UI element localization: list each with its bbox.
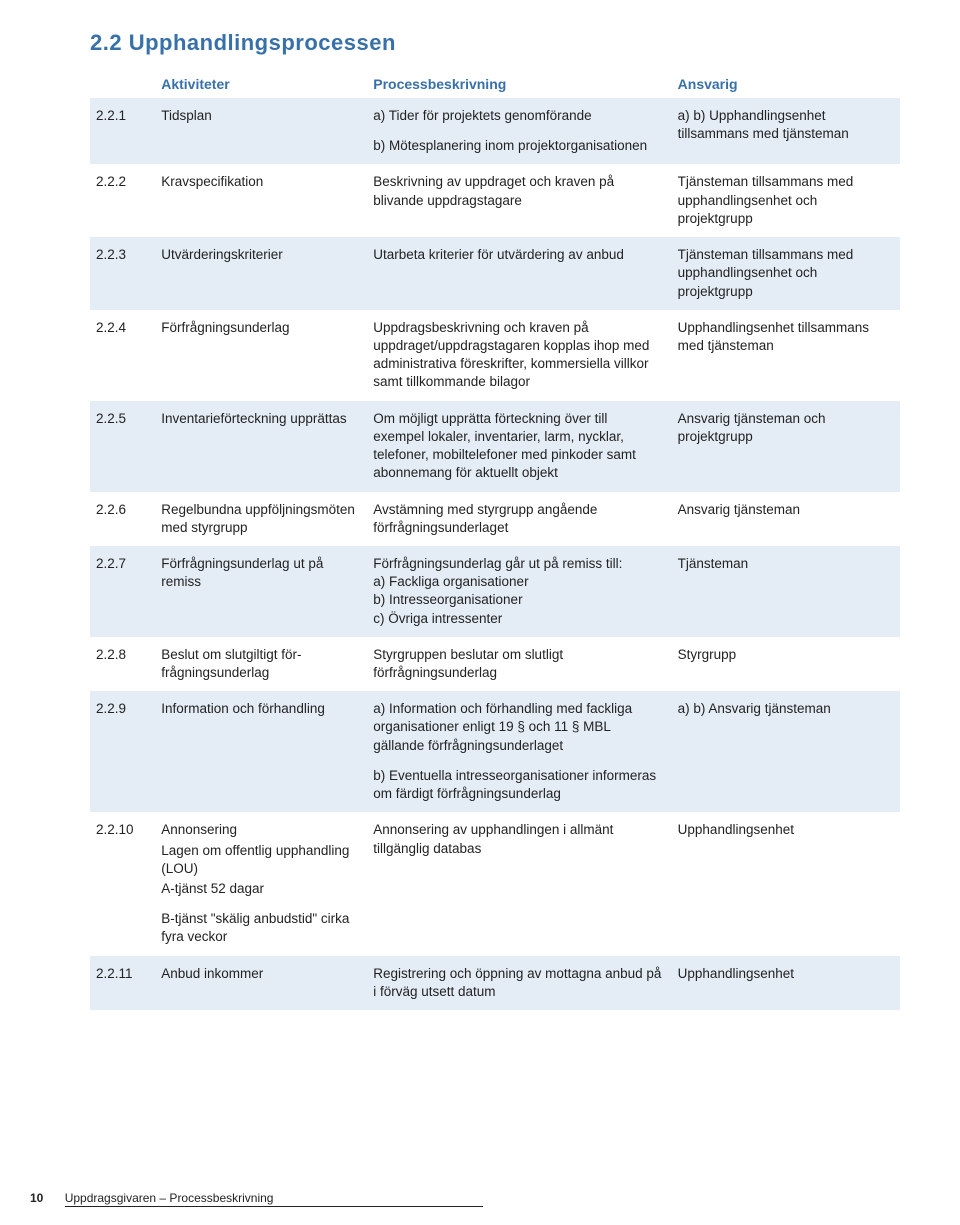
- row-process: a) Information och förhandling med fackl…: [367, 691, 671, 812]
- row-process: Annonsering av upp­handlingen i allmänt …: [367, 812, 671, 955]
- row-process: a) Tider för projektets genomförande b) …: [367, 98, 671, 164]
- row-activity: Kravspecifikation: [155, 164, 367, 237]
- row-process: Avstämning med styrgrupp an­gående förfr…: [367, 492, 671, 546]
- row-num: 2.2.4: [90, 310, 155, 401]
- activity-part-d: B-tjänst "skälig anbudstid" cirka fyra v…: [161, 910, 357, 946]
- process-table: Aktiviteter Processbeskrivning Ansvarig …: [90, 70, 900, 1010]
- row-num: 2.2.6: [90, 492, 155, 546]
- row-activity: Tidsplan: [155, 98, 367, 164]
- row-process: Förfrågningsunderlag går ut på remiss ti…: [367, 546, 671, 637]
- row-activity: Inventarieförteckning upprättas: [155, 401, 367, 492]
- row-num: 2.2.1: [90, 98, 155, 164]
- row-responsible: Upphandlingsenhet tillsammans med tjänst…: [672, 310, 900, 401]
- row-activity: Beslut om slutgiltigt för­frågningsunder…: [155, 637, 367, 691]
- row-responsible: Tjänsteman tillsammans med upphandlingse…: [672, 237, 900, 310]
- table-header-row: Aktiviteter Processbeskrivning Ansvarig: [90, 70, 900, 98]
- row-num: 2.2.7: [90, 546, 155, 637]
- row-responsible: Ansvarig tjänsteman och projektgrupp: [672, 401, 900, 492]
- row-responsible: Ansvarig tjänsteman: [672, 492, 900, 546]
- activity-part-a: Annonsering: [161, 821, 357, 839]
- row-responsible: Upphandlingsenhet: [672, 956, 900, 1010]
- table-row: 2.2.4 Förfrågningsunderlag Uppdragsbeskr…: [90, 310, 900, 401]
- process-part-b: b) Mötesplanering inom projektorganisati…: [373, 137, 661, 155]
- row-activity: Anbud inkommer: [155, 956, 367, 1010]
- table-row: 2.2.5 Inventarieförteckning upprättas Om…: [90, 401, 900, 492]
- page-footer: 10 Uppdragsgivaren – Processbeskrivning: [30, 1191, 483, 1205]
- row-responsible: a) b) Ansvarig tjänsteman: [672, 691, 900, 812]
- section-title: 2.2 Upphandlingsprocessen: [90, 30, 900, 56]
- row-num: 2.2.8: [90, 637, 155, 691]
- row-activity: Annonsering Lagen om offentlig upphandli…: [155, 812, 367, 955]
- row-activity: Förfrågningsunderlag ut på remiss: [155, 546, 367, 637]
- activity-part-c: A-tjänst 52 dagar: [161, 880, 357, 898]
- table-row: 2.2.6 Regelbundna uppföljnings­möten med…: [90, 492, 900, 546]
- col-activities: Aktiviteter: [155, 70, 367, 98]
- row-process: Registrering och öppning av mottagna anb…: [367, 956, 671, 1010]
- process-part-a: a) Tider för projektets genomförande: [373, 107, 661, 125]
- row-num: 2.2.5: [90, 401, 155, 492]
- table-row: 2.2.7 Förfrågningsunderlag ut på remiss …: [90, 546, 900, 637]
- row-process: Styrgruppen beslutar om slutligt förfråg…: [367, 637, 671, 691]
- row-process: Utarbeta kriterier för utvärdering av an…: [367, 237, 671, 310]
- row-responsible: Upphandlingsenhet: [672, 812, 900, 955]
- process-part-b: b) Eventuella intresseorganisa­tioner in…: [373, 767, 661, 803]
- row-activity: Information och förhandling: [155, 691, 367, 812]
- table-row: 2.2.3 Utvärderingskriterier Utarbeta kri…: [90, 237, 900, 310]
- page-number: 10: [30, 1191, 43, 1205]
- row-responsible: Tjänsteman tillsammans med upphandlingse…: [672, 164, 900, 237]
- table-row: 2.2.9 Information och förhandling a) Inf…: [90, 691, 900, 812]
- table-row: 2.2.10 Annonsering Lagen om offentlig up…: [90, 812, 900, 955]
- row-responsible: a) b) Upphandlingsenhet tillsammans med …: [672, 98, 900, 164]
- col-responsible: Ansvarig: [672, 70, 900, 98]
- row-num: 2.2.10: [90, 812, 155, 955]
- table-row: 2.2.8 Beslut om slutgiltigt för­frågning…: [90, 637, 900, 691]
- col-num: [90, 70, 155, 98]
- row-num: 2.2.3: [90, 237, 155, 310]
- row-num: 2.2.2: [90, 164, 155, 237]
- activity-part-b: Lagen om offentlig upphandling (LOU): [161, 842, 357, 878]
- row-activity: Utvärderingskriterier: [155, 237, 367, 310]
- row-responsible: Tjänsteman: [672, 546, 900, 637]
- table-row: 2.2.1 Tidsplan a) Tider för projektets g…: [90, 98, 900, 164]
- table-row: 2.2.2 Kravspecifikation Beskrivning av u…: [90, 164, 900, 237]
- row-num: 2.2.11: [90, 956, 155, 1010]
- table-row: 2.2.11 Anbud inkommer Registrering och ö…: [90, 956, 900, 1010]
- row-responsible: Styrgrupp: [672, 637, 900, 691]
- row-process: Uppdragsbeskrivning och kraven på uppdra…: [367, 310, 671, 401]
- row-activity: Regelbundna uppföljnings­möten med styrg…: [155, 492, 367, 546]
- breadcrumb: Uppdragsgivaren – Processbeskrivning: [65, 1191, 484, 1207]
- row-process: Beskrivning av uppdraget och kraven på b…: [367, 164, 671, 237]
- col-process: Processbeskrivning: [367, 70, 671, 98]
- row-process: Om möjligt upprätta förteckning över til…: [367, 401, 671, 492]
- row-activity: Förfrågningsunderlag: [155, 310, 367, 401]
- row-num: 2.2.9: [90, 691, 155, 812]
- process-part-a: a) Information och förhandling med fackl…: [373, 700, 661, 755]
